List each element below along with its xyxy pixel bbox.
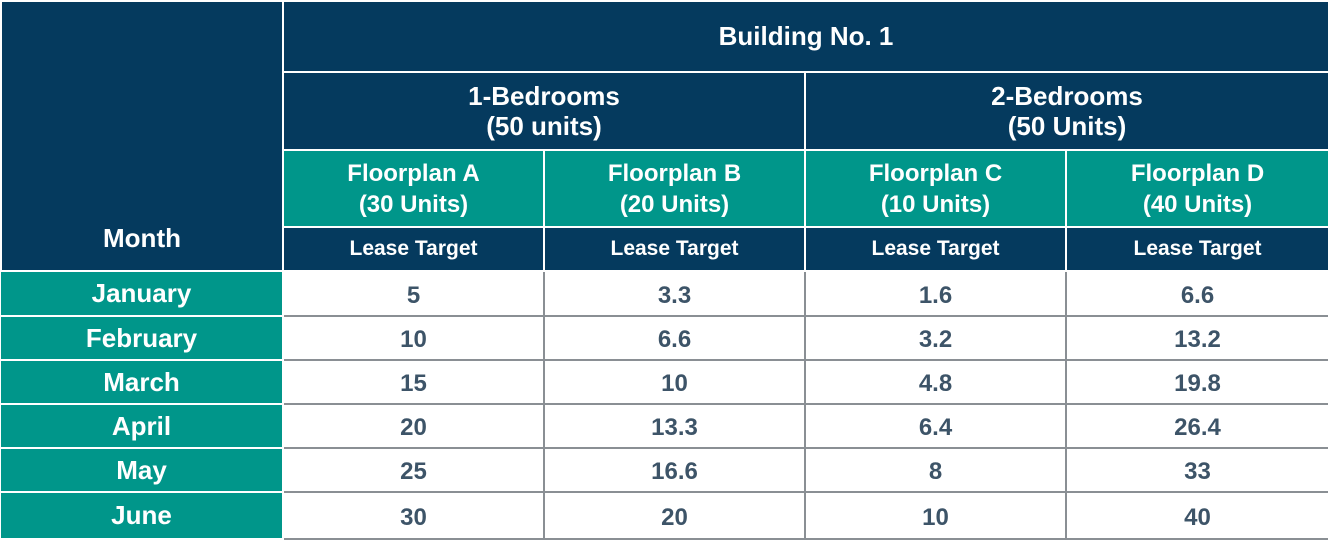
data-cell: 6.6: [1066, 271, 1328, 317]
month-header: Month: [0, 0, 284, 272]
data-cell: 15: [282, 360, 545, 405]
data-cell: 10: [282, 316, 545, 361]
bedroom-group-units: (50 units): [486, 111, 602, 141]
table-row: January 5 3.3 1.6 6.6: [1, 271, 1328, 317]
floorplan-units: (40 Units): [1142, 190, 1253, 218]
row-month-label: June: [1, 492, 284, 540]
table-row: June 30 20 10 40: [1, 492, 1328, 540]
data-cell: 10: [805, 492, 1067, 540]
table-row: March 15 10 4.8 19.8: [1, 360, 1328, 405]
lease-target-header: Lease Target: [543, 226, 806, 272]
data-cell: 3.2: [805, 316, 1067, 361]
row-month-label: May: [1, 448, 284, 493]
bedroom-group-name: 1-Bedrooms: [468, 81, 620, 111]
row-month-label: January: [1, 271, 284, 317]
data-cell: 20: [282, 404, 545, 449]
data-cell: 19.8: [1066, 360, 1328, 405]
data-cell: 13.2: [1066, 316, 1328, 361]
data-cell: 40: [1066, 492, 1328, 540]
data-cell: 16.6: [544, 448, 806, 493]
data-cell: 33: [1066, 448, 1328, 493]
floorplan-units: (10 Units): [880, 190, 991, 218]
data-cell: 20: [544, 492, 806, 540]
data-cell: 26.4: [1066, 404, 1328, 449]
data-cell: 25: [282, 448, 545, 493]
data-cell: 5: [282, 271, 545, 317]
data-cell: 13.3: [544, 404, 806, 449]
data-cell: 1.6: [805, 271, 1067, 317]
row-month-label: March: [1, 360, 284, 405]
floorplan-name: Floorplan B: [607, 159, 742, 187]
data-cell: 8: [805, 448, 1067, 493]
floorplan-header-c: Floorplan C (10 Units): [804, 149, 1067, 228]
table-row: April 20 13.3 6.4 26.4: [1, 404, 1328, 449]
data-cell: 10: [544, 360, 806, 405]
floorplan-header-b: Floorplan B (20 Units): [543, 149, 806, 228]
lease-target-header: Lease Target: [1064, 226, 1328, 272]
data-cell: 3.3: [544, 271, 806, 317]
floorplan-name: Floorplan A: [347, 159, 480, 187]
data-cell: 4.8: [805, 360, 1067, 405]
table-row: May 25 16.6 8 33: [1, 448, 1328, 493]
bedroom-group-name: 2-Bedrooms: [991, 81, 1143, 111]
floorplan-name: Floorplan D: [1130, 159, 1265, 187]
bedroom-group-header-2br: 2-Bedrooms (50 Units): [803, 71, 1328, 151]
lease-target-header: Lease Target: [804, 226, 1067, 272]
row-month-label: April: [1, 404, 284, 449]
row-month-label: February: [1, 316, 284, 361]
floorplan-header-a: Floorplan A (30 Units): [282, 149, 545, 228]
data-cell: 6.6: [544, 316, 806, 361]
data-cell: 6.4: [805, 404, 1067, 449]
bedroom-group-header-1br: 1-Bedrooms (50 units): [282, 71, 806, 151]
data-cell: 30: [282, 492, 545, 540]
building-header: Building No. 1: [281, 0, 1328, 73]
floorplan-units: (20 Units): [619, 190, 730, 218]
floorplan-name: Floorplan C: [868, 159, 1003, 187]
floorplan-header-d: Floorplan D (40 Units): [1064, 149, 1328, 228]
floorplan-units: (30 Units): [358, 190, 469, 218]
bedroom-group-units: (50 Units): [1007, 111, 1127, 141]
lease-target-header: Lease Target: [282, 226, 545, 272]
table-row: February 10 6.6 3.2 13.2: [1, 316, 1328, 361]
